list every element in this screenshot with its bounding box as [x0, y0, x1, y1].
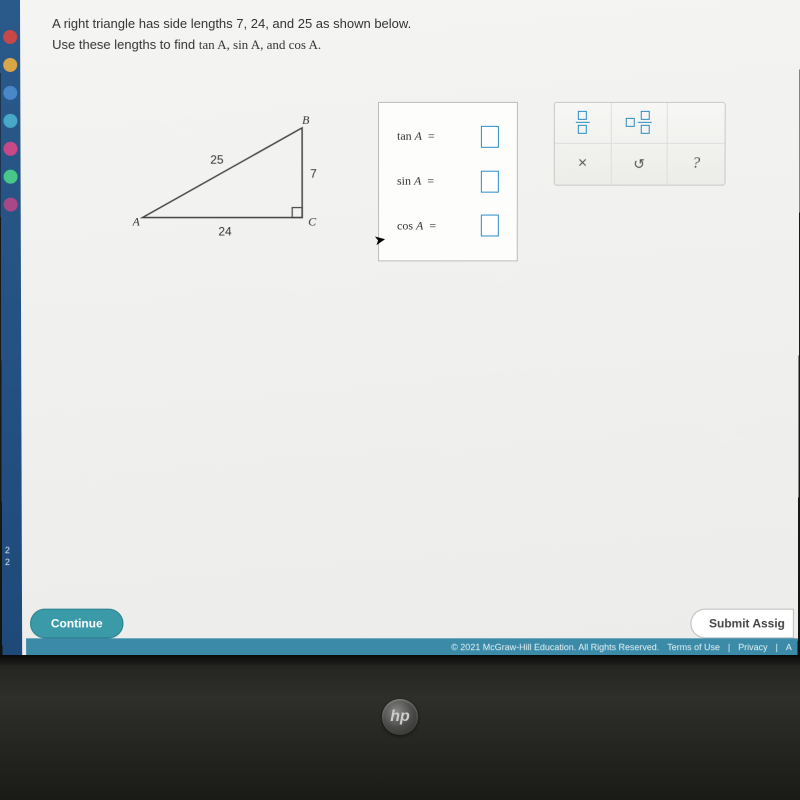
- side-hypotenuse-label: 25: [210, 152, 224, 166]
- sidebar-number: 2: [5, 545, 10, 555]
- problem-line-2: Use these lengths to find tan A, sin A, …: [52, 35, 780, 56]
- cursor-icon: ➤: [373, 231, 387, 250]
- times-icon: ×: [578, 155, 587, 173]
- sidebar-dot[interactable]: [3, 86, 17, 100]
- mixed-fraction-tool[interactable]: [611, 102, 668, 143]
- sidebar-dot[interactable]: [3, 58, 17, 72]
- submit-button[interactable]: Submit Assig: [690, 609, 794, 639]
- tan-label: tan A =: [397, 129, 435, 144]
- side-adjacent-label: 24: [218, 224, 232, 238]
- content-area: A right triangle has side lengths 7, 24,…: [24, 0, 800, 609]
- sidebar-dot[interactable]: [4, 198, 18, 212]
- cos-label: cos A =: [397, 218, 436, 233]
- accessibility-link[interactable]: A: [786, 642, 792, 652]
- sidebar-dot[interactable]: [4, 170, 18, 184]
- laptop-base: hp: [0, 655, 800, 800]
- fraction-tool[interactable]: [555, 102, 612, 143]
- side-opposite-label: 7: [310, 166, 317, 180]
- copyright-text: © 2021 McGraw-Hill Education. All Rights…: [451, 642, 659, 652]
- privacy-link[interactable]: Privacy: [738, 642, 767, 652]
- fraction-icon: [638, 111, 652, 134]
- sidebar-dot[interactable]: [3, 114, 17, 128]
- work-area: A B C 25 7 24 tan A = sin A =: [52, 101, 779, 260]
- fraction-icon: [576, 111, 590, 134]
- answer-panel: tan A = sin A = cos A =: [378, 101, 518, 260]
- footer: © 2021 McGraw-Hill Education. All Rights…: [26, 638, 798, 656]
- answer-row-tan: tan A =: [397, 126, 499, 148]
- sidebar-dot[interactable]: [3, 30, 17, 44]
- answer-row-cos: cos A =: [397, 215, 499, 237]
- sin-input-slot[interactable]: [481, 170, 499, 192]
- help-icon: ?: [692, 155, 700, 173]
- laptop-screen: 2 2 A right triangle has side lengths 7,…: [0, 0, 800, 656]
- undo-icon: ↺: [633, 155, 645, 172]
- laptop-hinge: [0, 655, 800, 665]
- answer-row-sin: sin A =: [397, 170, 499, 192]
- vertex-C-label: C: [308, 214, 317, 228]
- sidebar-number: 2: [5, 557, 10, 567]
- sidebar-dot[interactable]: [3, 142, 17, 156]
- bottom-bar: Continue Submit Assig: [26, 609, 798, 639]
- problem-statement: A right triangle has side lengths 7, 24,…: [52, 14, 780, 56]
- tool-palette: × ↺ ?: [554, 101, 726, 185]
- undo-tool[interactable]: ↺: [611, 143, 668, 184]
- app-sidebar: [0, 0, 22, 656]
- help-tool[interactable]: ?: [668, 143, 725, 184]
- terms-link[interactable]: Terms of Use: [667, 642, 720, 652]
- continue-button[interactable]: Continue: [30, 609, 124, 639]
- sin-label: sin A =: [397, 174, 434, 189]
- vertex-B-label: B: [302, 112, 310, 126]
- tool-empty: [668, 102, 725, 143]
- tan-input-slot[interactable]: [481, 126, 499, 148]
- hp-logo: hp: [382, 699, 418, 735]
- vertex-A-label: A: [132, 214, 140, 228]
- triangle-diagram: A B C 25 7 24: [132, 107, 342, 247]
- clear-tool[interactable]: ×: [555, 143, 612, 184]
- problem-line-1: A right triangle has side lengths 7, 24,…: [52, 14, 780, 35]
- cos-input-slot[interactable]: [481, 215, 499, 237]
